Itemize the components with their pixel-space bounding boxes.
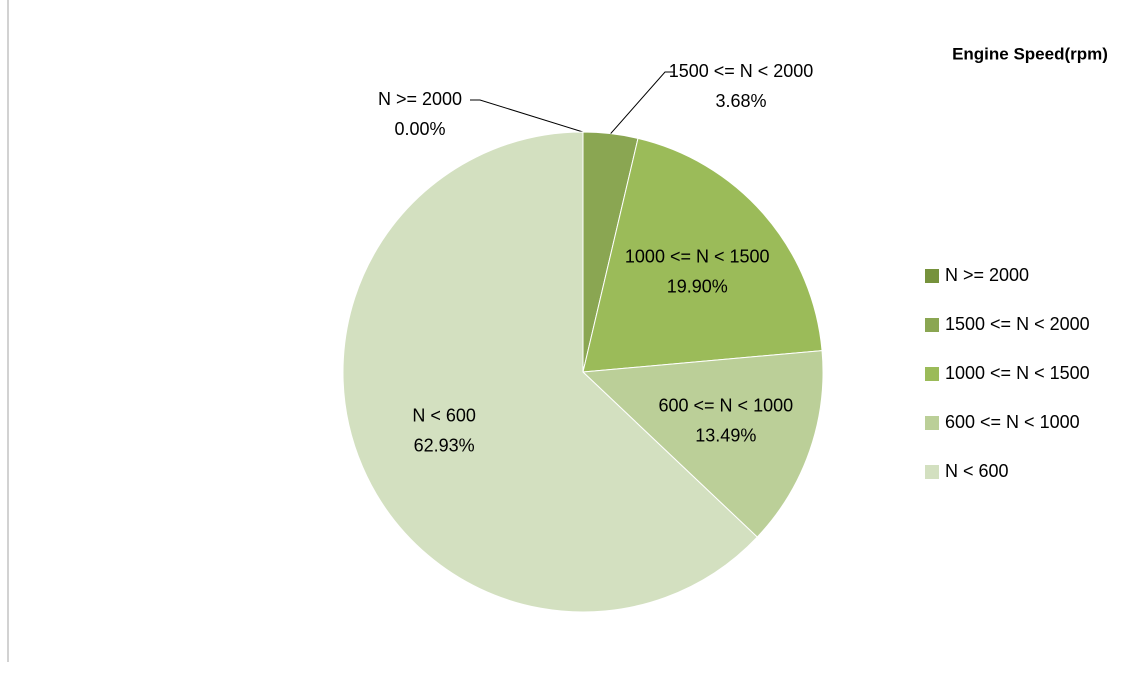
legend-label: 1000 <= N < 1500 [945, 363, 1090, 383]
legend-swatch [925, 269, 939, 283]
slice-value-label: 3.68% [715, 91, 766, 111]
slice-label: N < 600 [412, 405, 476, 425]
leader-line [470, 99, 584, 133]
legend-swatch [925, 416, 939, 430]
pie-slice [342, 131, 758, 613]
slice-value-label: 13.49% [695, 425, 756, 445]
slice-value-label: 62.93% [414, 435, 475, 455]
slice-label: 600 <= N < 1000 [659, 395, 794, 415]
legend-label: N < 600 [945, 461, 1009, 481]
slice-label: 1500 <= N < 2000 [669, 61, 814, 81]
legend-swatch [925, 465, 939, 479]
legend-label: 1500 <= N < 2000 [945, 314, 1090, 334]
legend-swatch [925, 367, 939, 381]
legend-swatch [925, 318, 939, 332]
slice-label: 1000 <= N < 1500 [625, 247, 770, 267]
leader-line [610, 71, 675, 134]
pie-slice [581, 350, 824, 538]
legend-title: Engine Speed(rpm) [952, 44, 1108, 63]
slice-value-label: 19.90% [667, 277, 728, 297]
slice-label: N >= 2000 [378, 89, 462, 109]
slice-value-label: 0.00% [394, 119, 445, 139]
legend-label: 600 <= N < 1000 [945, 412, 1080, 432]
pie-slice [582, 137, 823, 373]
legend-label: N >= 2000 [945, 265, 1029, 285]
